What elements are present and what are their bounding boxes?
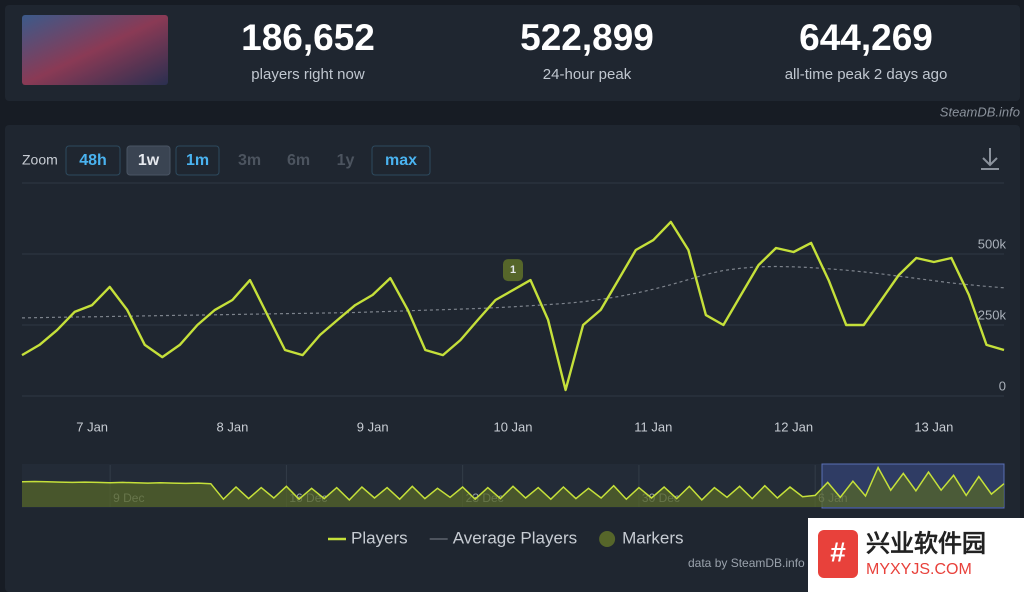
watermark-glyph: # <box>830 536 846 567</box>
zoom-label: Zoom <box>22 152 58 168</box>
zoom-option: max <box>385 152 417 169</box>
y-tick-label: 250k <box>978 307 1007 322</box>
series-line <box>21 220 1005 392</box>
zoom-button[interactable] <box>65 145 121 176</box>
navigator-line <box>21 465 1005 501</box>
zoom-option: 1m <box>186 152 209 169</box>
source: SteamDB.info <box>940 104 1020 119</box>
stats-panel <box>5 5 1020 101</box>
x-tick-label: 10 Jan <box>493 419 532 434</box>
stat-value: 186,652 <box>241 17 375 58</box>
x-tick-label: 9 Jan <box>357 419 389 434</box>
legend-entry[interactable]: Players <box>351 528 408 547</box>
watermark-logo <box>818 530 858 578</box>
legend-entry[interactable]: Average Players <box>453 528 577 547</box>
x-tick-label: 12 Jan <box>774 419 813 434</box>
download-icon[interactable] <box>981 148 999 170</box>
x-tick-label: 8 Jan <box>217 419 249 434</box>
zoom-button[interactable] <box>371 145 431 176</box>
zoom-option: 1w <box>138 152 160 169</box>
watermark-url: MYXYJS.COM <box>866 561 972 578</box>
legend-entry[interactable]: Markers <box>622 528 683 547</box>
game-image <box>22 15 168 85</box>
zoom-option: 3m <box>238 152 261 169</box>
legend-swatch <box>599 531 616 547</box>
zoom-option: 1y <box>337 152 355 169</box>
marker-label: 1 <box>510 264 516 276</box>
stat-value: 522,899 <box>520 17 654 58</box>
stat-value: 644,269 <box>799 17 933 58</box>
x-tick-label: 13 Jan <box>914 419 953 434</box>
x-tick-label: 11 Jan <box>634 419 672 434</box>
watermark-title: 兴业软件园 <box>866 529 986 557</box>
stat-label: 24-hour peak <box>543 66 632 83</box>
x-tick-label: 7 Jan <box>76 419 108 434</box>
zoom-button[interactable] <box>175 145 220 176</box>
download-glyph <box>981 148 999 170</box>
y-tick-label: 500k <box>978 236 1007 251</box>
credit: data by SteamDB.info <box>688 556 805 570</box>
y-tick-label: 0 <box>999 378 1006 393</box>
zoom-button[interactable] <box>126 145 171 176</box>
zoom-option: 6m <box>287 152 310 169</box>
marker[interactable] <box>503 259 523 282</box>
stat-label: players right now <box>251 66 365 83</box>
zoom-option: 48h <box>79 152 107 169</box>
series-line <box>21 265 1005 319</box>
stat-label: all-time peak 2 days ago <box>785 66 948 83</box>
